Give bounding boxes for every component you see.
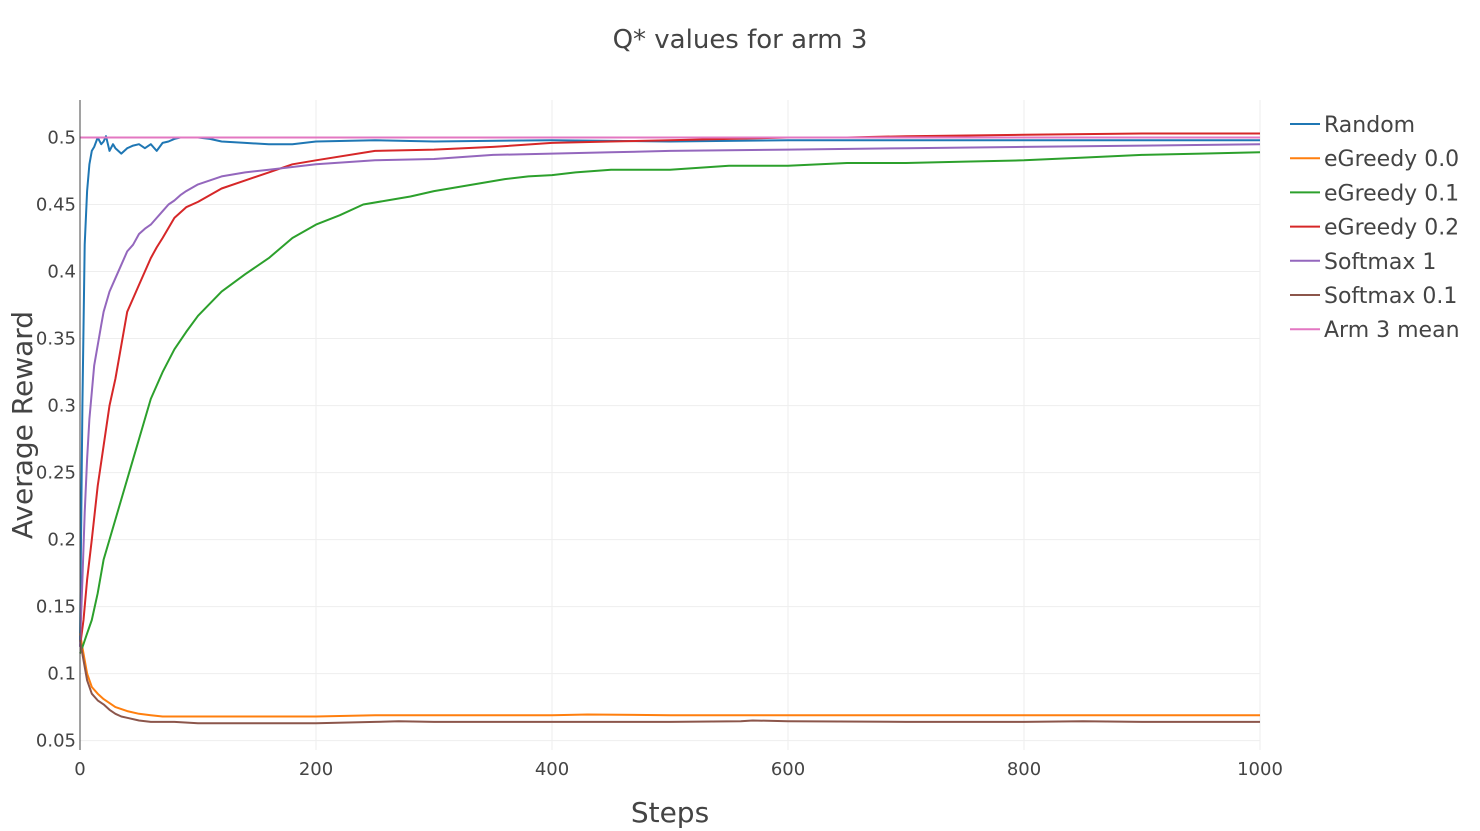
y-tick-label: 0.05 — [36, 731, 76, 752]
x-axis-title: Steps — [631, 796, 709, 829]
grid — [80, 100, 1261, 750]
legend-label: Arm 3 mean — [1324, 318, 1460, 343]
legend-label: Random — [1324, 113, 1415, 138]
series-line — [79, 143, 1261, 647]
legend-item[interactable]: eGreedy 0.1 — [1290, 181, 1459, 206]
legend-label: eGreedy 0.2 — [1324, 216, 1459, 241]
plot-area — [79, 132, 1261, 725]
x-tick-label: 400 — [535, 759, 569, 780]
legend-item[interactable]: Random — [1290, 113, 1415, 138]
y-tick-label: 0.15 — [36, 597, 76, 618]
legend-item[interactable]: Softmax 0.1 — [1290, 284, 1457, 309]
legend-item[interactable]: eGreedy 0.2 — [1290, 216, 1459, 241]
series-line — [79, 151, 1261, 654]
series-line — [79, 633, 1260, 718]
series-line — [79, 639, 1260, 725]
series-line — [79, 135, 1260, 641]
y-tick-label: 0.45 — [36, 195, 76, 216]
x-tick-label: 1000 — [1237, 759, 1283, 780]
x-tick-label: 0 — [74, 759, 85, 780]
legend-item[interactable]: eGreedy 0.0 — [1290, 147, 1459, 172]
series-line — [79, 132, 1260, 647]
y-tick-label: 0.35 — [36, 329, 76, 350]
x-tick-label: 200 — [299, 759, 333, 780]
x-axis-ticks: 0 200 400 600 800 1000 — [74, 759, 1283, 780]
y-axis-title: Average Reward — [6, 311, 39, 539]
y-tick-label: 0.4 — [47, 262, 76, 283]
legend-label: eGreedy 0.1 — [1324, 181, 1459, 206]
legend-label: Softmax 1 — [1324, 250, 1436, 275]
y-axis-ticks: 0.05 0.1 0.15 0.2 0.25 0.3 0.35 0.4 0.45 0.5 — [36, 128, 76, 752]
y-tick-label: 0.1 — [47, 664, 76, 685]
y-tick-label: 0.2 — [47, 530, 76, 551]
legend-item[interactable]: Arm 3 mean — [1290, 318, 1460, 343]
chart-title: Q* values for arm 3 — [613, 25, 868, 55]
legend: Random eGreedy 0.0 eGreedy 0.1 eGreedy 0.2 S… — [1290, 113, 1460, 343]
legend-item[interactable]: Softmax 1 — [1290, 250, 1436, 275]
y-tick-label: 0.5 — [47, 128, 76, 149]
y-tick-label: 0.3 — [47, 396, 76, 417]
legend-label: eGreedy 0.0 — [1324, 147, 1459, 172]
x-tick-label: 800 — [1007, 759, 1041, 780]
y-tick-label: 0.25 — [36, 463, 76, 484]
legend-label: Softmax 0.1 — [1324, 284, 1457, 309]
x-tick-label: 600 — [771, 759, 805, 780]
